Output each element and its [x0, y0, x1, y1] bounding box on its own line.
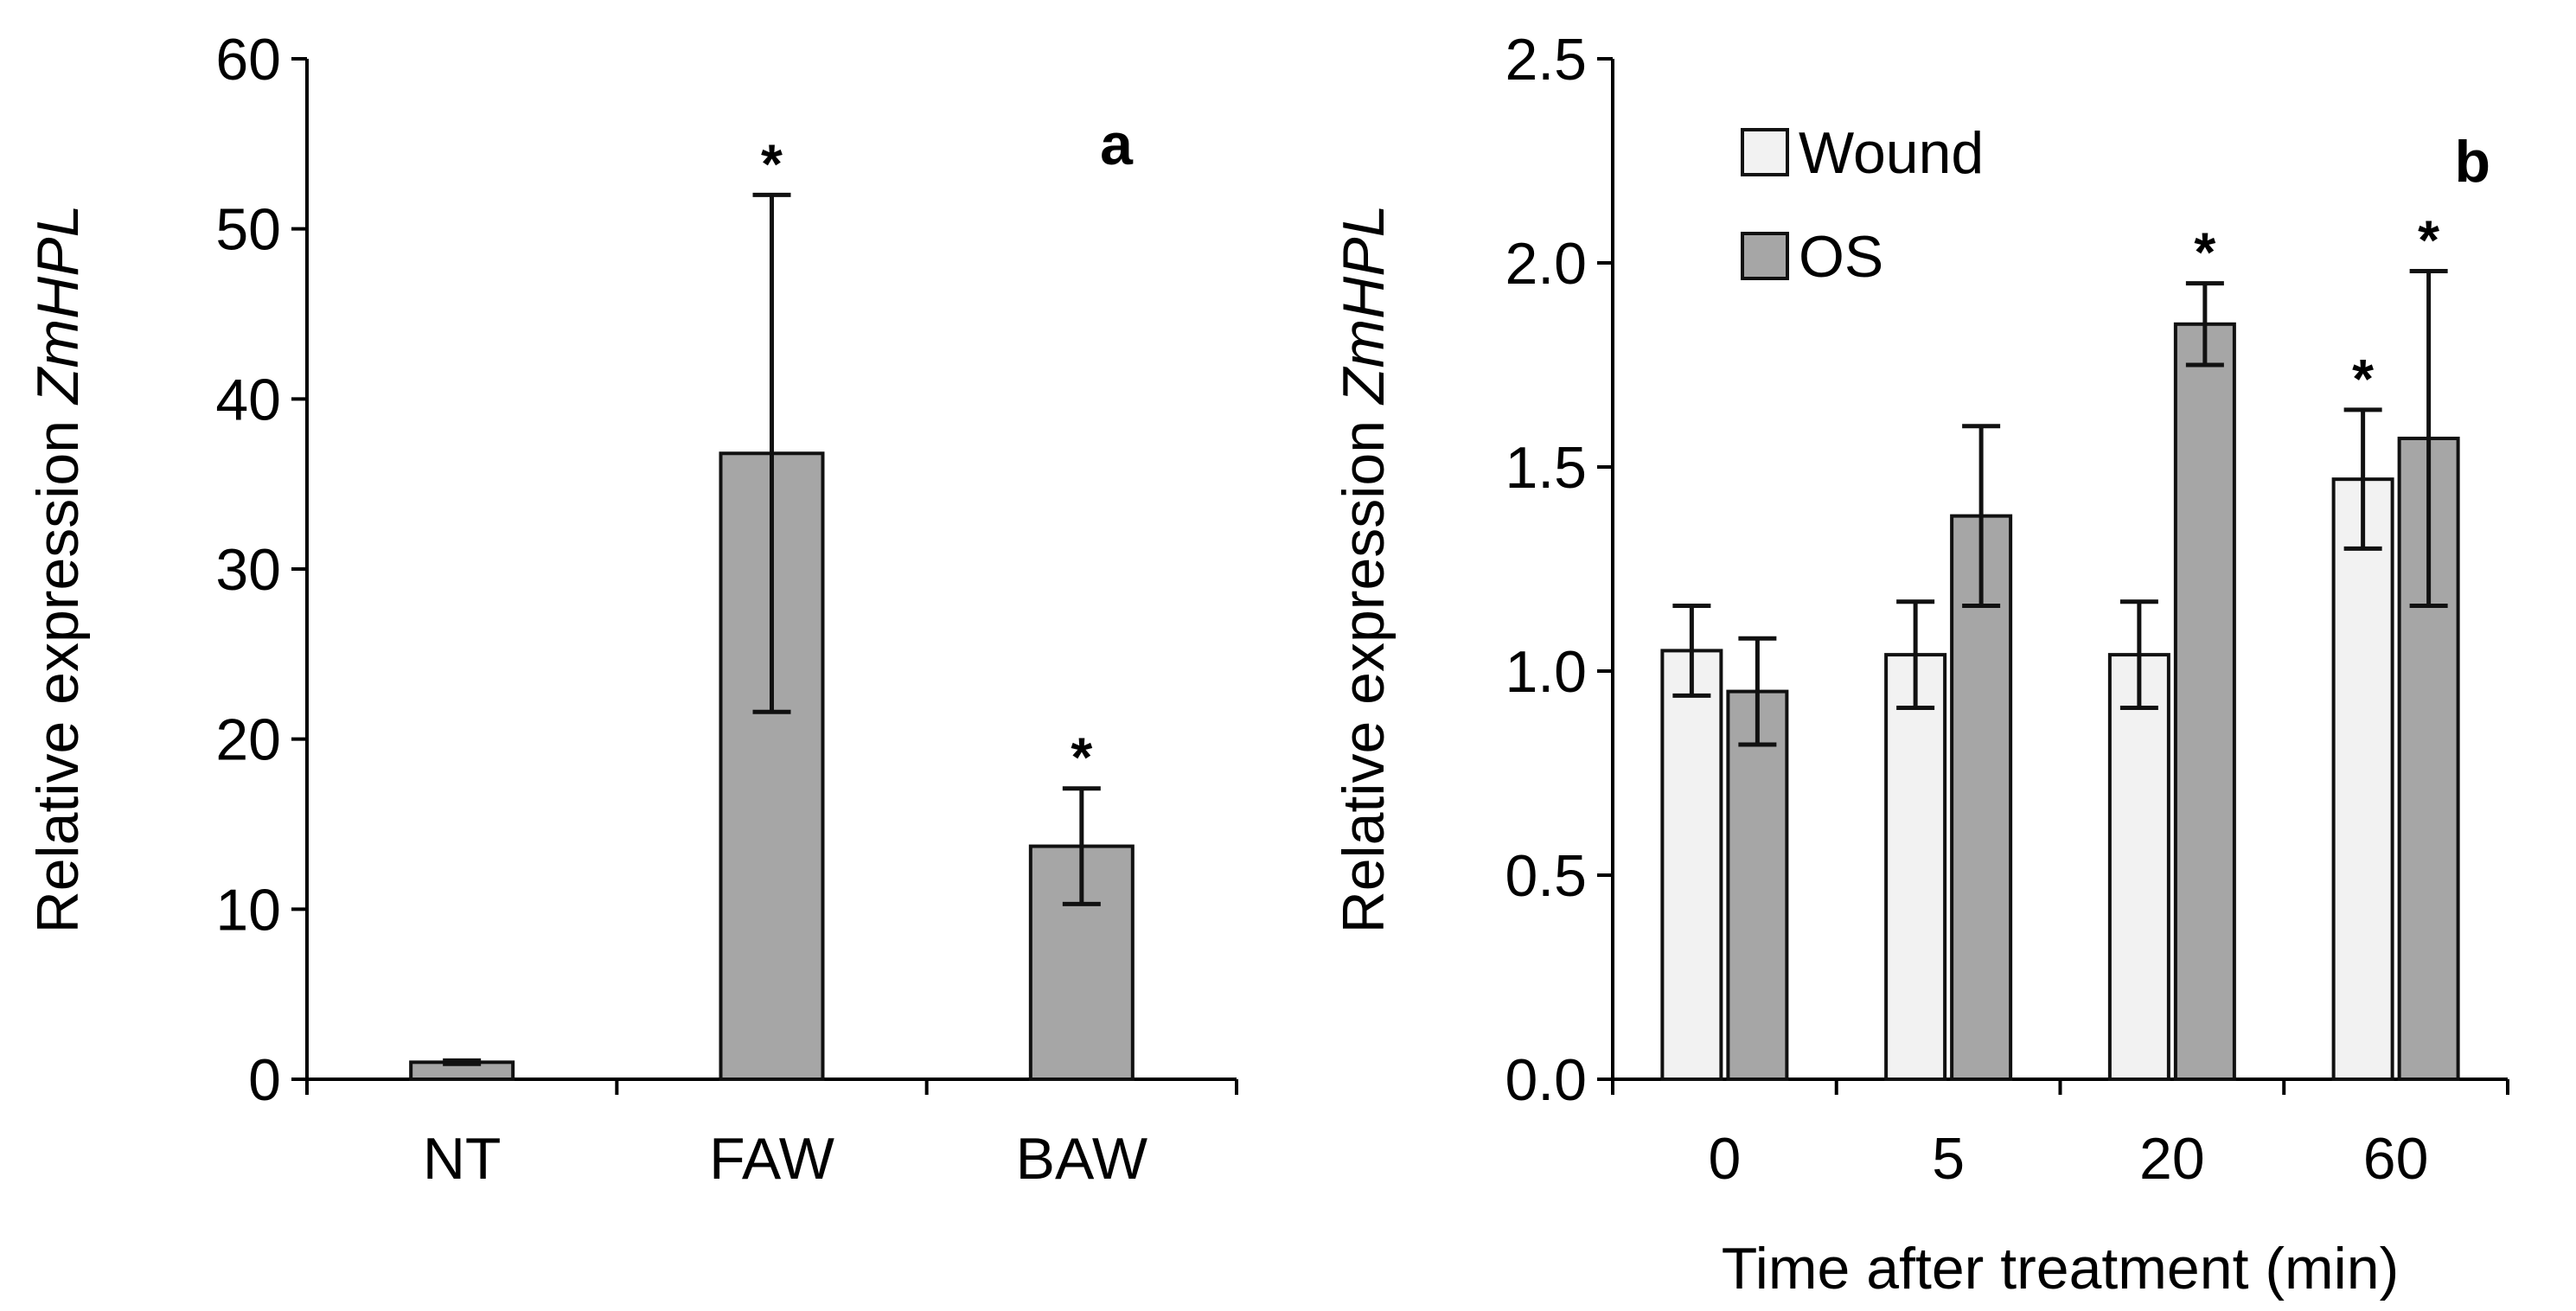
bar-os-20 [2173, 322, 2236, 1081]
y-tick-label: 60 [215, 27, 281, 93]
bar-os-0 [1726, 689, 1789, 1081]
y-tick-label: 1.0 [1505, 639, 1587, 705]
significance-marker: * [2418, 208, 2439, 271]
bar-os-5 [1950, 514, 2013, 1081]
x-tick-label: 0 [1708, 1126, 1741, 1192]
x-tick-label: FAW [709, 1126, 834, 1192]
y-tick-label: 40 [215, 367, 281, 432]
y-tick-label: 20 [215, 707, 281, 773]
y-tick-label: 10 [215, 877, 281, 943]
bar-wound-20 [2107, 653, 2170, 1081]
y-tick-label: 0.0 [1505, 1047, 1587, 1113]
significance-marker: * [2352, 348, 2374, 410]
x-tick-label: 20 [2139, 1126, 2205, 1192]
bar-wound-5 [1884, 653, 1947, 1081]
y-axis-label: Relative expression ZmHPL [25, 205, 91, 934]
significance-marker: * [761, 132, 783, 195]
y-tick-label: 1.5 [1505, 435, 1587, 501]
y-axis-label-prefix: Relative expression [25, 404, 91, 933]
legend-swatch-os [1741, 232, 1789, 280]
legend-swatch-wound [1741, 128, 1789, 176]
x-tick-label: 5 [1932, 1126, 1965, 1192]
x-tick-label: 60 [2363, 1126, 2429, 1192]
panel-label: a [1100, 112, 1134, 177]
bar-wound-0 [1660, 649, 1723, 1082]
significance-marker: * [1071, 726, 1092, 789]
legend-label-os: OS [1799, 224, 1883, 290]
chart-panel-a: 0 10 20 30 40 50 60 NT FAW BAW * * Relative expressi… [25, 27, 1238, 1192]
y-tick-label: 0.5 [1505, 843, 1587, 909]
x-tick-label: BAW [1016, 1126, 1147, 1192]
y-tick-label: 30 [215, 537, 281, 603]
y-axis-label-gene: ZmHPL [25, 205, 91, 406]
y-axis-label-gene: ZmHPL [1331, 205, 1397, 406]
bar-wound-60 [2331, 477, 2394, 1081]
y-axis-label: Relative expression ZmHPL [1331, 205, 1397, 934]
x-axis-label: Time after treatment (min) [1722, 1236, 2399, 1301]
significance-marker: * [2194, 221, 2215, 284]
y-tick-label: 0 [248, 1047, 281, 1113]
x-tick-label: NT [423, 1126, 502, 1192]
legend-label-wound: Wound [1799, 120, 1984, 186]
chart-panel-b: 0.0 0.5 1.0 1.5 2.0 2.5 0 5 20 60 * * * Relative expr… [1331, 27, 2509, 1301]
y-tick-label: 50 [215, 197, 281, 263]
y-axis-label-prefix: Relative expression [1331, 404, 1397, 933]
panel-label: b [2454, 129, 2490, 195]
y-tick-label: 2.5 [1505, 27, 1587, 93]
y-tick-label: 2.0 [1505, 231, 1587, 297]
